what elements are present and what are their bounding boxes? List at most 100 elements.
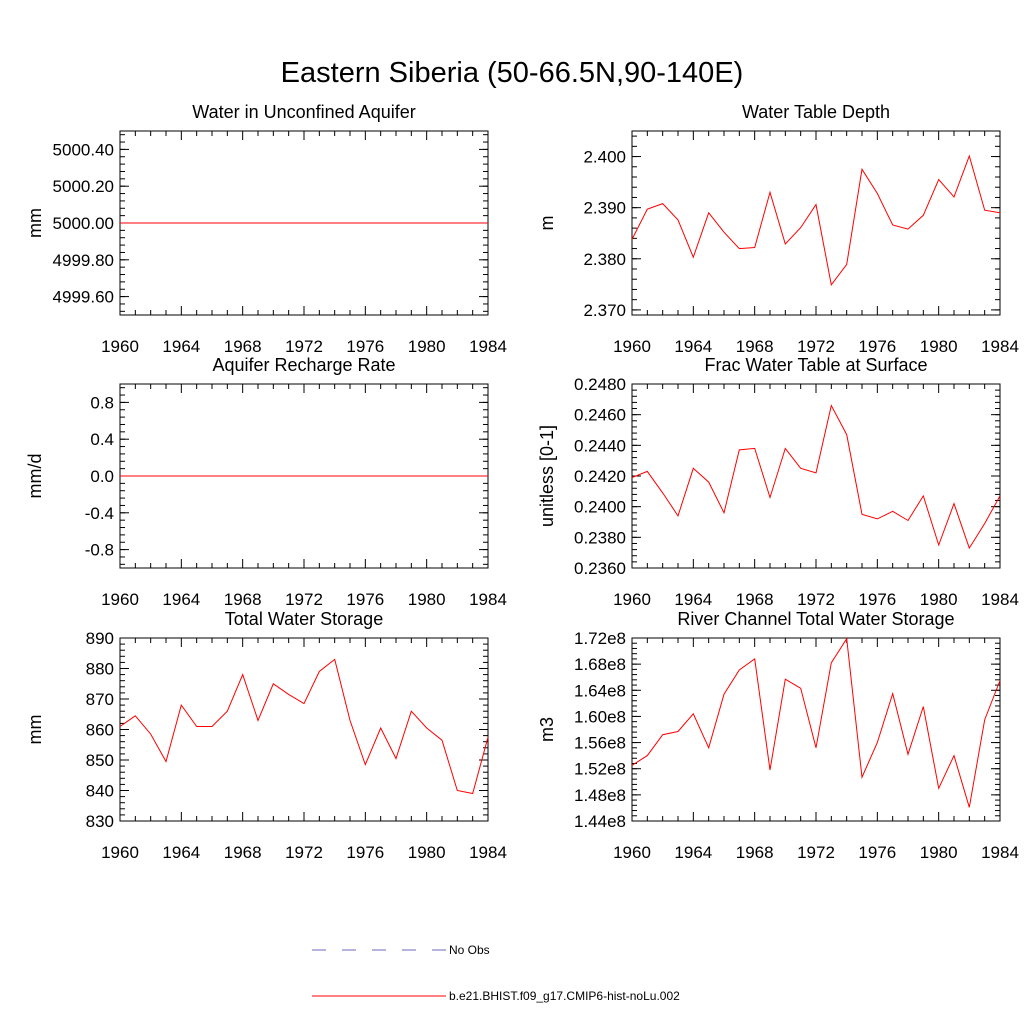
panel-aquifer-recharge-rate-ytick-label: 0.0 — [90, 467, 114, 486]
panel-total-water-storage: Total Water Storage mm 1960 1964 1968 1972 197… — [25, 609, 507, 862]
panel-frac-water-table-at-surface-xtick-label: 1984 — [981, 590, 1019, 609]
panel-frac-water-table-at-surface-title: Frac Water Table at Surface — [704, 355, 927, 375]
panel-aquifer-recharge-rate-title: Aquifer Recharge Rate — [212, 355, 395, 375]
panel-total-water-storage-ytick-label: 890 — [86, 629, 114, 648]
panel-water-table-depth-xtick-label: 1968 — [736, 337, 774, 356]
panel-aquifer-recharge-rate-xtick-label: 1984 — [469, 590, 507, 609]
panel-aquifer-recharge-rate-xtick-label: 1968 — [224, 590, 262, 609]
panel-aquifer-recharge-rate-ytick-label: -0.8 — [85, 541, 114, 560]
panel-river-channel-total-water-storage: River Channel Total Water Storage m3 1960 1… — [537, 609, 1019, 862]
panel-river-channel-total-water-storage-title: River Channel Total Water Storage — [677, 609, 954, 629]
panel-frac-water-table-at-surface-ytick-label: 0.2440 — [574, 436, 626, 455]
panel-water-in-unconfined-aquifer-ytick-label: 4999.60 — [53, 288, 114, 307]
panel-frac-water-table-at-surface-xtick-label: 1960 — [613, 590, 651, 609]
panel-total-water-storage-ytick-label: 850 — [86, 751, 114, 770]
panel-water-in-unconfined-aquifer-ytick-label: 4999.80 — [53, 251, 114, 270]
legend-model-label: b.e21.BHIST.f09_g17.CMIP6-hist-noLu.002 — [449, 989, 680, 1003]
panel-water-table-depth-series-line — [631, 154, 1001, 287]
panel-river-channel-total-water-storage-ytick-label: 1.48e8 — [574, 786, 626, 805]
panel-water-in-unconfined-aquifer-ytick-label: 5000.40 — [53, 140, 114, 159]
panel-frac-water-table-at-surface-ytick-label: 0.2460 — [574, 406, 626, 425]
panel-water-in-unconfined-aquifer-xtick-label: 1984 — [469, 337, 507, 356]
panels: Water in Unconfined Aquifer mm 1960 1964 196… — [25, 102, 1019, 862]
panel-total-water-storage-xtick-label: 1984 — [469, 843, 507, 862]
panel-water-table-depth-title: Water Table Depth — [742, 102, 890, 122]
panel-water-in-unconfined-aquifer-ylabel: mm — [25, 208, 45, 238]
panel-frac-water-table-at-surface-ytick-label: 0.2400 — [574, 498, 626, 517]
panel-total-water-storage-ytick-label: 880 — [86, 660, 114, 679]
panel-water-table-depth-frame — [631, 130, 1001, 316]
panel-total-water-storage-frame — [119, 637, 489, 822]
panel-water-table-depth-xtick-label: 1960 — [613, 337, 651, 356]
panel-frac-water-table-at-surface: Frac Water Table at Surface unitless [0-1… — [537, 355, 1019, 609]
panel-frac-water-table-at-surface-ylabel: unitless [0-1] — [537, 425, 557, 527]
panel-total-water-storage-ytick-label: 870 — [86, 690, 114, 709]
panel-aquifer-recharge-rate-xtick-label: 1972 — [285, 590, 323, 609]
panel-river-channel-total-water-storage-ytick-label: 1.64e8 — [574, 681, 626, 700]
panel-total-water-storage-xtick-label: 1968 — [224, 843, 262, 862]
panel-river-channel-total-water-storage-xtick-label: 1968 — [736, 843, 774, 862]
panel-aquifer-recharge-rate-xtick-label: 1980 — [408, 590, 446, 609]
panel-river-channel-total-water-storage-xtick-label: 1964 — [674, 843, 712, 862]
panel-river-channel-total-water-storage-xtick-label: 1984 — [981, 843, 1019, 862]
panel-river-channel-total-water-storage-series-line — [631, 637, 1001, 808]
panel-frac-water-table-at-surface-ytick-label: 0.2380 — [574, 528, 626, 547]
panel-river-channel-total-water-storage-ylabel: m3 — [537, 717, 557, 742]
panel-water-table-depth-ytick-label: 2.380 — [583, 250, 626, 269]
panel-aquifer-recharge-rate-xtick-label: 1964 — [162, 590, 200, 609]
panel-frac-water-table-at-surface-xtick-label: 1968 — [736, 590, 774, 609]
panel-frac-water-table-at-surface-xtick-label: 1964 — [674, 590, 712, 609]
panel-total-water-storage-ylabel: mm — [25, 715, 45, 745]
panel-river-channel-total-water-storage-xtick-label: 1972 — [797, 843, 835, 862]
panel-total-water-storage-ytick-label: 860 — [86, 721, 114, 740]
panel-total-water-storage-xtick-label: 1976 — [346, 843, 384, 862]
panel-water-table-depth-ytick-label: 2.370 — [583, 301, 626, 320]
panel-aquifer-recharge-rate-ytick-label: -0.4 — [85, 504, 114, 523]
figure-title: Eastern Siberia (50-66.5N,90-140E) — [281, 57, 744, 89]
panel-river-channel-total-water-storage-ytick-label: 1.56e8 — [574, 734, 626, 753]
panel-total-water-storage-xtick-label: 1980 — [408, 843, 446, 862]
panel-river-channel-total-water-storage-xtick-label: 1960 — [613, 843, 651, 862]
panel-aquifer-recharge-rate-ylabel: mm/d — [25, 454, 45, 499]
panel-frac-water-table-at-surface-frame — [631, 383, 1001, 569]
panel-frac-water-table-at-surface-xtick-label: 1980 — [920, 590, 958, 609]
panel-aquifer-recharge-rate-ytick-label: 0.8 — [90, 393, 114, 412]
panel-water-table-depth-xtick-label: 1976 — [858, 337, 896, 356]
panel-frac-water-table-at-surface-ytick-label: 0.2360 — [574, 559, 626, 578]
panel-water-table-depth-xtick-label: 1972 — [797, 337, 835, 356]
panel-total-water-storage-ytick-label: 830 — [86, 812, 114, 831]
panel-water-in-unconfined-aquifer-xtick-label: 1972 — [285, 337, 323, 356]
panel-total-water-storage-xtick-label: 1964 — [162, 843, 200, 862]
panel-aquifer-recharge-rate-xtick-label: 1960 — [101, 590, 139, 609]
legend-obs-label: No Obs — [449, 943, 490, 957]
panel-water-in-unconfined-aquifer: Water in Unconfined Aquifer mm 1960 1964 196… — [25, 102, 507, 356]
panel-water-in-unconfined-aquifer-xtick-label: 1968 — [224, 337, 262, 356]
panel-total-water-storage-ytick-label: 840 — [86, 782, 114, 801]
panel-river-channel-total-water-storage-ytick-label: 1.44e8 — [574, 812, 626, 831]
panel-water-table-depth-ytick-label: 2.390 — [583, 199, 626, 218]
panel-frac-water-table-at-surface-xtick-label: 1972 — [797, 590, 835, 609]
panel-water-table-depth-ytick-label: 2.400 — [583, 148, 626, 167]
panel-river-channel-total-water-storage-xtick-label: 1976 — [858, 843, 896, 862]
panel-water-table-depth-xtick-label: 1980 — [920, 337, 958, 356]
panel-aquifer-recharge-rate-ytick-label: 0.4 — [90, 430, 114, 449]
legend: No Obs b.e21.BHIST.f09_g17.CMIP6-hist-no… — [312, 943, 680, 1003]
panel-river-channel-total-water-storage-ytick-label: 1.52e8 — [574, 760, 626, 779]
panel-frac-water-table-at-surface-xtick-label: 1976 — [858, 590, 896, 609]
panel-frac-water-table-at-surface-series-line — [631, 404, 1001, 550]
panel-total-water-storage-xtick-label: 1960 — [101, 843, 139, 862]
panel-water-in-unconfined-aquifer-ytick-label: 5000.20 — [53, 177, 114, 196]
panel-water-in-unconfined-aquifer-xtick-label: 1964 — [162, 337, 200, 356]
panel-total-water-storage-series-line — [119, 658, 489, 795]
panel-water-in-unconfined-aquifer-xtick-label: 1980 — [408, 337, 446, 356]
panel-water-in-unconfined-aquifer-xtick-label: 1960 — [101, 337, 139, 356]
panel-total-water-storage-xtick-label: 1972 — [285, 843, 323, 862]
panel-river-channel-total-water-storage-xtick-label: 1980 — [920, 843, 958, 862]
panel-water-table-depth-ylabel: m — [537, 216, 557, 231]
panel-aquifer-recharge-rate-xtick-label: 1976 — [346, 590, 384, 609]
panel-river-channel-total-water-storage-frame — [631, 637, 1001, 822]
panel-river-channel-total-water-storage-ytick-label: 1.68e8 — [574, 655, 626, 674]
panel-frac-water-table-at-surface-ytick-label: 0.2420 — [574, 467, 626, 486]
panel-river-channel-total-water-storage-ytick-label: 1.60e8 — [574, 707, 626, 726]
